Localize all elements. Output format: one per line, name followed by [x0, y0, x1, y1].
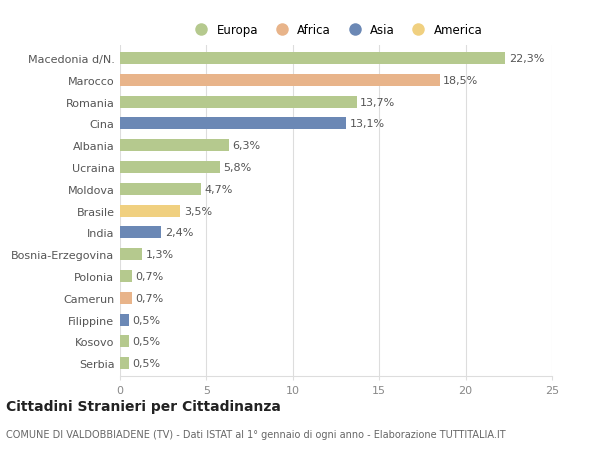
Bar: [120, 205, 181, 217]
Bar: [120, 270, 132, 282]
Text: 0,7%: 0,7%: [136, 293, 164, 303]
Text: 13,7%: 13,7%: [360, 97, 395, 107]
Text: 0,5%: 0,5%: [132, 315, 160, 325]
Bar: [120, 249, 142, 261]
Text: 3,5%: 3,5%: [184, 206, 212, 216]
Bar: [120, 140, 229, 152]
Text: 5,8%: 5,8%: [224, 162, 252, 173]
Bar: [120, 162, 220, 174]
Text: 0,7%: 0,7%: [136, 271, 164, 281]
Text: 4,7%: 4,7%: [205, 185, 233, 195]
Text: 22,3%: 22,3%: [509, 54, 544, 64]
Bar: [120, 96, 357, 108]
Bar: [120, 314, 128, 326]
Bar: [120, 358, 128, 369]
Bar: [120, 336, 128, 347]
Bar: [120, 118, 346, 130]
Bar: [120, 53, 505, 65]
Text: Cittadini Stranieri per Cittadinanza: Cittadini Stranieri per Cittadinanza: [6, 399, 281, 413]
Text: COMUNE DI VALDOBBIADENE (TV) - Dati ISTAT al 1° gennaio di ogni anno - Elaborazi: COMUNE DI VALDOBBIADENE (TV) - Dati ISTA…: [6, 429, 506, 439]
Text: 18,5%: 18,5%: [443, 76, 478, 86]
Legend: Europa, Africa, Asia, America: Europa, Africa, Asia, America: [190, 24, 482, 37]
Text: 1,3%: 1,3%: [146, 250, 174, 260]
Text: 0,5%: 0,5%: [132, 336, 160, 347]
Bar: [120, 184, 201, 196]
Bar: [120, 292, 132, 304]
Text: 0,5%: 0,5%: [132, 358, 160, 368]
Text: 2,4%: 2,4%: [165, 228, 193, 238]
Bar: [120, 227, 161, 239]
Text: 13,1%: 13,1%: [350, 119, 385, 129]
Text: 6,3%: 6,3%: [232, 141, 260, 151]
Bar: [120, 75, 440, 87]
